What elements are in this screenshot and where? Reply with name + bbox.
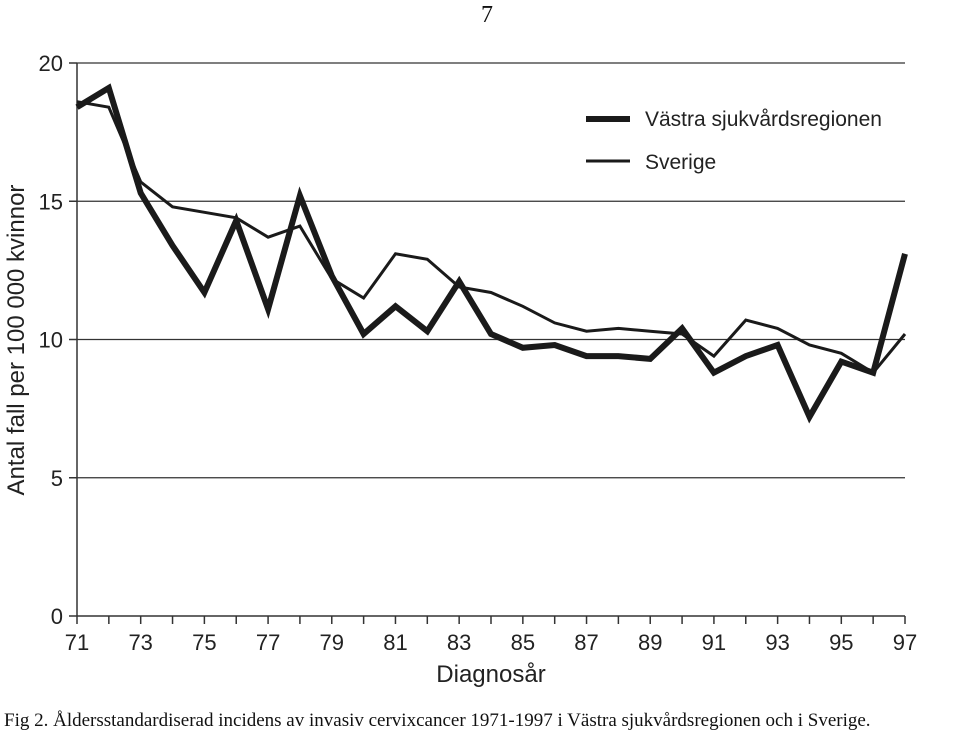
series-line-vastra [75, 83, 908, 424]
x-axis-label: Diagnosår [436, 661, 545, 688]
x-tick-label: 77 [256, 630, 280, 655]
x-tick-label: 87 [574, 630, 598, 655]
x-tick-label: 79 [320, 630, 344, 655]
x-tick-label: 93 [765, 630, 789, 655]
figure-caption: Fig 2. Åldersstandardiserad incidens av … [4, 710, 871, 731]
x-tick-label: 89 [638, 630, 662, 655]
y-tick-label: 15 [39, 189, 63, 214]
x-tick-label: 75 [192, 630, 216, 655]
y-tick-label: 20 [39, 51, 63, 76]
x-tick-label: 71 [65, 630, 89, 655]
grid-lines [77, 62, 905, 479]
x-tick-label: 91 [702, 630, 726, 655]
x-tick-label: 97 [893, 630, 917, 655]
page-number: 7 [481, 2, 493, 28]
x-tick-label: 83 [447, 630, 471, 655]
y-axis-ticks: 0 5 10 15 20 [39, 51, 77, 629]
legend: Västra sjukvårdsregionen Sverige [586, 108, 882, 174]
legend-label-sverige: Sverige [645, 151, 716, 174]
x-tick-label: 81 [383, 630, 407, 655]
x-tick-label: 85 [511, 630, 535, 655]
y-axis-label: Antal fall per 100 000 kvinnor [3, 185, 30, 496]
y-tick-label: 5 [51, 466, 63, 491]
x-axis-ticks: 71 73 75 77 79 81 83 85 87 89 91 93 95 97 [65, 616, 917, 655]
x-tick-label: 73 [128, 630, 152, 655]
x-tick-label: 95 [829, 630, 853, 655]
series-line-sverige [76, 100, 907, 375]
legend-label-vastra: Västra sjukvårdsregionen [645, 108, 882, 131]
series-lines [75, 83, 908, 424]
y-tick-label: 10 [39, 328, 63, 353]
y-tick-label: 0 [51, 604, 63, 629]
